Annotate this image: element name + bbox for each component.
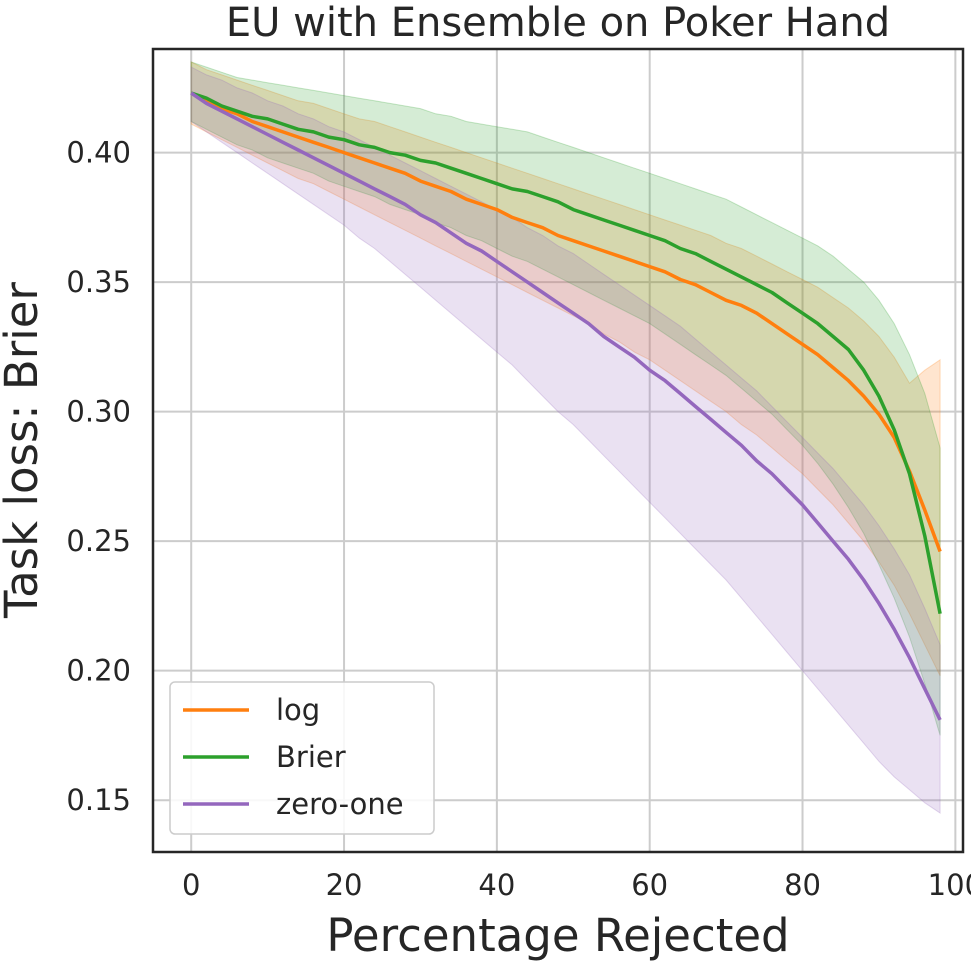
legend-box	[169, 681, 435, 835]
y-tick-label: 0.15	[66, 783, 131, 817]
y-tick-label: 0.20	[66, 654, 131, 688]
line-zero-one	[190, 91, 942, 721]
line-log	[190, 91, 942, 553]
line-Brier	[190, 91, 942, 615]
x-axis-label: Percentage Rejected	[326, 909, 789, 962]
x-tick-label: 20	[326, 868, 363, 902]
x-tick-label: 80	[784, 868, 821, 902]
plot-frame	[151, 47, 965, 854]
x-tick-label: 40	[478, 868, 515, 902]
y-tick-label: 0.30	[66, 395, 131, 429]
series-lines	[190, 91, 942, 721]
confidence-bands	[190, 61, 941, 815]
legend-label-zero-one: zero-one	[276, 787, 404, 821]
x-ticks: 0 20 40 60 80 100	[182, 868, 971, 902]
y-tick-label: 0.35	[66, 265, 131, 299]
legend-label-log: log	[276, 693, 320, 727]
band-log	[190, 61, 941, 677]
legend-label-Brier: Brier	[276, 740, 346, 774]
y-axis-label: Task loss: Brier	[0, 282, 48, 619]
y-tick-label: 0.25	[66, 524, 131, 558]
x-tick-label: 0	[182, 868, 200, 902]
legend: log Brier zero-one	[169, 681, 435, 835]
chart-title: EU with Ensemble on Poker Hand	[226, 0, 890, 46]
y-tick-label: 0.40	[66, 136, 131, 170]
x-tick-label: 60	[631, 868, 668, 902]
band-zero-one	[190, 66, 941, 815]
y-ticks: 0.15 0.20 0.25 0.30 0.35 0.40	[66, 136, 131, 818]
x-tick-label: 100	[928, 868, 971, 902]
